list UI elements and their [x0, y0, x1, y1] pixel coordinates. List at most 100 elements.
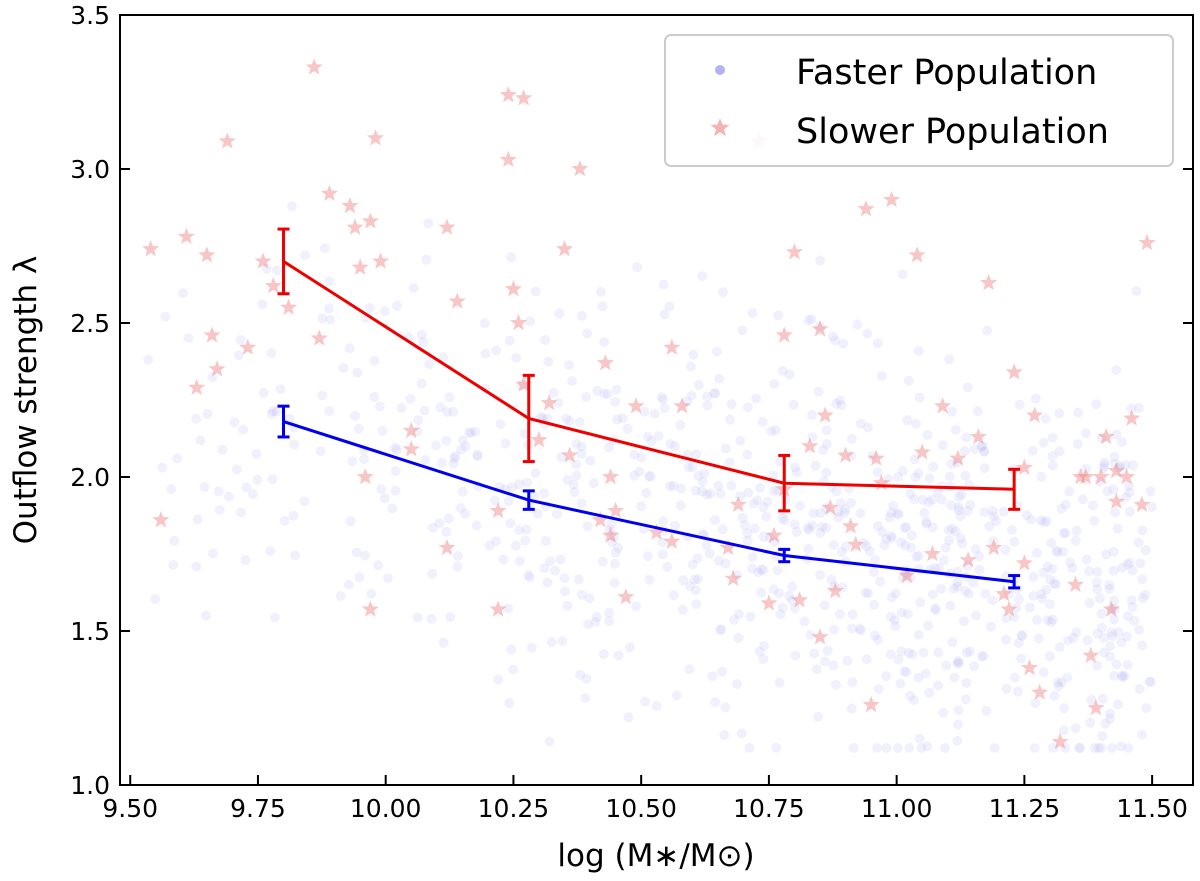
faster-point: [300, 250, 310, 261]
faster-point: [1144, 676, 1155, 687]
legend-slower-marker: [710, 118, 730, 137]
faster-point: [1133, 537, 1144, 548]
faster-point: [1026, 514, 1036, 525]
faster-point: [557, 636, 568, 647]
slower-point: [791, 591, 809, 608]
faster-point: [1091, 577, 1102, 588]
faster-point: [965, 500, 976, 510]
faster-point: [732, 679, 743, 689]
faster-point: [1096, 608, 1107, 619]
faster-point: [540, 335, 551, 345]
faster-point: [984, 521, 995, 532]
faster-point: [717, 524, 728, 535]
faster-point: [765, 532, 775, 543]
faster-point: [583, 619, 594, 630]
faster-point: [831, 398, 842, 409]
slower-point: [1020, 658, 1039, 676]
faster-point: [376, 484, 387, 495]
faster-point: [885, 611, 896, 622]
faster-point: [747, 552, 758, 563]
faster-point: [564, 415, 575, 426]
faster-point: [671, 690, 682, 701]
faster-point: [575, 669, 586, 680]
faster-point: [1054, 446, 1065, 457]
faster-point: [560, 586, 570, 597]
faster-point: [938, 555, 949, 566]
faster-point: [1047, 432, 1058, 443]
faster-point: [890, 621, 901, 631]
slower-point: [663, 338, 681, 355]
faster-point: [773, 310, 784, 321]
faster-point: [548, 387, 559, 398]
faster-point: [772, 565, 783, 576]
slower-error-bar: [778, 453, 791, 513]
faster-point: [624, 642, 635, 653]
faster-point: [580, 693, 591, 703]
faster-point: [1042, 561, 1053, 572]
faster-point: [833, 507, 844, 517]
faster-point: [916, 743, 927, 753]
faster-point: [709, 388, 720, 399]
slower-point: [254, 252, 272, 269]
legend-slower-label: Slower Population: [796, 112, 1109, 152]
faster-point: [819, 656, 830, 667]
faster-point: [456, 444, 466, 455]
faster-point: [937, 495, 947, 505]
faster-point: [822, 645, 833, 656]
faster-point: [360, 550, 371, 561]
slower-point: [801, 437, 819, 454]
faster-point: [1036, 589, 1047, 599]
faster-point: [377, 425, 388, 436]
faster-point: [818, 445, 828, 455]
faster-point: [442, 407, 453, 417]
faster-point: [168, 560, 179, 570]
faster-point: [1038, 667, 1049, 678]
faster-point: [1044, 651, 1055, 662]
faster-point: [1105, 708, 1115, 719]
faster-point: [455, 503, 466, 513]
faster-point: [1038, 567, 1049, 578]
faster-point: [562, 474, 573, 485]
faster-point: [532, 508, 543, 519]
faster-point: [917, 494, 928, 505]
faster-point: [550, 565, 561, 576]
faster-point: [979, 446, 990, 457]
faster-point: [1112, 523, 1123, 534]
faster-point: [659, 309, 670, 320]
faster-point: [885, 649, 896, 660]
faster-point: [519, 428, 530, 439]
faster-point: [881, 534, 891, 544]
faster-point: [354, 572, 365, 583]
faster-point: [902, 608, 913, 619]
faster-point: [761, 511, 772, 522]
faster-point: [886, 530, 897, 541]
faster-point: [707, 671, 718, 682]
faster-point: [913, 346, 924, 356]
faster-point: [524, 572, 535, 583]
faster-point: [1085, 717, 1096, 728]
faster-point: [959, 446, 970, 456]
faster-point: [815, 321, 825, 332]
faster-point: [471, 520, 482, 531]
faster-point: [909, 454, 920, 465]
faster-point: [233, 350, 244, 361]
faster-point: [914, 392, 925, 403]
faster-point: [231, 464, 242, 475]
faster-point: [369, 392, 380, 402]
faster-point: [998, 506, 1009, 517]
slower-point: [617, 588, 635, 605]
faster-point: [669, 441, 680, 452]
faster-point: [623, 712, 634, 723]
faster-point: [953, 705, 964, 716]
faster-point: [438, 352, 449, 363]
faster-point: [699, 468, 710, 479]
faster-point: [962, 560, 973, 571]
slower-point: [908, 246, 926, 263]
faster-point: [591, 612, 602, 623]
faster-point: [1097, 693, 1108, 704]
faster-point: [979, 507, 990, 518]
faster-point: [1096, 433, 1107, 444]
faster-point: [774, 456, 785, 467]
faster-point: [807, 520, 818, 531]
